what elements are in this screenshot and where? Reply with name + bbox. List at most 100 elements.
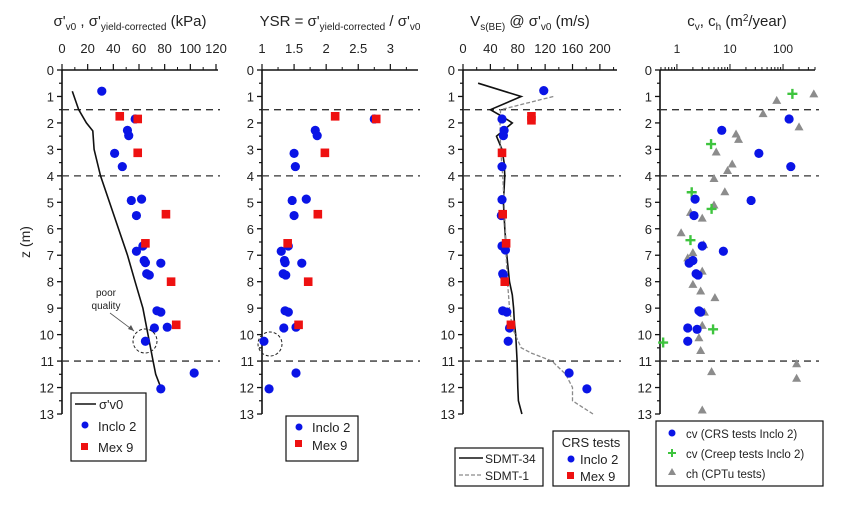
- data-point-circle: [582, 384, 592, 394]
- y-tick-label: 0: [448, 63, 455, 78]
- data-point-triangle: [688, 248, 698, 257]
- legend-box: [655, 420, 824, 487]
- y-tick-label: 2: [645, 116, 652, 131]
- legend-label-sdmt1: SDMT-1: [485, 469, 529, 483]
- data-point-circle: [697, 241, 707, 251]
- data-point-circle: [539, 86, 549, 96]
- x-tick-label: 40: [106, 41, 120, 56]
- legend-label-inclo2: Inclo 2: [98, 419, 136, 434]
- y-tick-label: 9: [448, 301, 455, 316]
- data-point-circle: [156, 258, 166, 268]
- poor-quality-annotation: poor quality: [92, 288, 158, 354]
- x-tick-label: 10: [723, 42, 737, 56]
- data-point-square: [498, 209, 507, 219]
- y-tick-label: 13: [240, 407, 254, 422]
- x-tick-labels: 0 40 80 120 160 200: [459, 41, 610, 56]
- y-tick-label: 13: [638, 407, 652, 422]
- data-point-square: [115, 112, 125, 121]
- data-point-triangle: [710, 293, 720, 302]
- legend-label-mex9: Mex 9: [312, 438, 347, 453]
- data-point-circle: [784, 114, 794, 124]
- data-point-triangle: [697, 213, 707, 222]
- data-marks: [477, 82, 594, 415]
- y-tick-label: 11: [241, 354, 255, 369]
- data-point-circle: [312, 131, 322, 141]
- panel-title-cv: cv, ch (m2/year): [687, 13, 786, 33]
- y-axis-label: z (m): [17, 226, 33, 258]
- data-point-circle: [497, 161, 507, 172]
- y-tick-label: 1: [47, 89, 54, 104]
- annotation-circle: [132, 328, 158, 354]
- y-tick-label: 10: [441, 328, 455, 343]
- x-tick-labels: 1 1.5 2 2.5 3: [258, 41, 394, 56]
- data-point-plus: [658, 337, 669, 348]
- data-point-circle: [696, 307, 706, 317]
- data-point-circle: [683, 323, 693, 333]
- data-point-circle: [564, 368, 574, 378]
- data-point-circle: [126, 195, 136, 206]
- data-point-circle: [144, 270, 154, 280]
- y-tick-label: 2: [448, 116, 455, 131]
- legend-crs: CRS tests Inclo 2 Mex 9: [552, 430, 630, 487]
- data-point-triangle: [792, 359, 802, 368]
- data-point-triangle: [707, 367, 717, 376]
- data-point-circle: [156, 384, 166, 394]
- x-tick-label: 40: [483, 41, 497, 56]
- data-point-circle: [276, 246, 286, 256]
- panel-title-stress: σ'v0 , σ'yield-corrected (kPa): [54, 13, 207, 33]
- y-tick-label: 10: [638, 328, 652, 343]
- x-tick-label: 1: [258, 41, 265, 56]
- data-point-square: [161, 209, 171, 219]
- data-point-circle: [140, 336, 151, 346]
- legend-square-symbol: [81, 443, 88, 450]
- x-tick-label: 80: [157, 41, 171, 56]
- y-tick-label: 10: [40, 328, 54, 343]
- x-tick-label: 60: [132, 41, 146, 56]
- data-point-circle: [140, 258, 151, 268]
- axes: [655, 64, 816, 415]
- x-tick-label: 2.5: [349, 41, 367, 56]
- x-tick-label: 100: [179, 41, 201, 56]
- data-point-circle: [693, 270, 703, 280]
- data-point-plus: [706, 139, 717, 150]
- data-point-circle: [131, 210, 142, 221]
- x-tick-label: 120: [205, 41, 227, 56]
- data-point-square: [133, 148, 143, 158]
- data-point-circle: [97, 86, 107, 96]
- y-tick-label: 7: [47, 248, 54, 263]
- y-tick-label: 11: [442, 354, 456, 369]
- x-tick-label: 160: [562, 41, 584, 56]
- axes: [257, 64, 418, 415]
- data-point-plus: [685, 235, 696, 246]
- series-line--v0: [71, 90, 162, 388]
- data-point-circle: [162, 322, 172, 332]
- data-point-circle: [259, 336, 269, 346]
- y-tick-label: 9: [47, 301, 54, 316]
- data-point-circle: [131, 246, 142, 256]
- data-marks: [259, 112, 381, 394]
- y-tick-label: 4: [247, 169, 254, 184]
- y-tick-label: 8: [645, 275, 652, 290]
- data-point-triangle: [709, 173, 719, 182]
- legend-title-crs: CRS tests: [562, 435, 621, 450]
- x-tick-labels: 0 20 40 60 80 100 120: [58, 41, 226, 56]
- y-tick-label: 12: [40, 381, 54, 396]
- data-point-circle: [718, 246, 728, 256]
- legend-circle-symbol: [668, 429, 676, 437]
- data-point-square: [371, 114, 381, 124]
- data-point-triangle: [676, 228, 686, 237]
- y-tick-label: 9: [247, 301, 254, 316]
- data-point-circle: [189, 368, 199, 378]
- data-point-triangle: [697, 405, 707, 414]
- y-tick-label: 7: [645, 248, 652, 263]
- data-point-triangle: [734, 134, 744, 143]
- y-tick-label: 4: [47, 169, 54, 184]
- y-tick-label: 8: [448, 275, 455, 290]
- panel-cv: cv, ch (m2/year) 1 10 100 0123456789101112…: [638, 13, 824, 487]
- legend-label-mex9: Mex 9: [580, 469, 615, 484]
- legend-label-inclo2: Inclo 2: [580, 452, 618, 467]
- data-point-triangle: [696, 286, 706, 295]
- y-tick-label: 1: [247, 89, 254, 104]
- data-point-circle: [280, 258, 290, 268]
